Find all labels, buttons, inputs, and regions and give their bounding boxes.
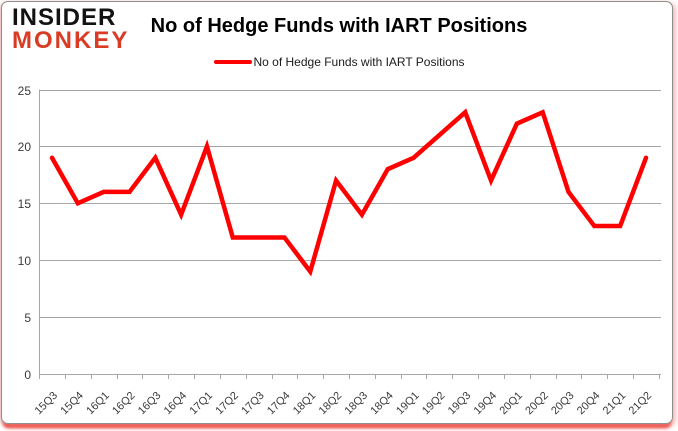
svg-text:18Q4: 18Q4 (368, 390, 396, 418)
logo-line-insider: INSIDER (12, 4, 117, 31)
svg-text:16Q2: 16Q2 (110, 390, 138, 418)
svg-text:15: 15 (18, 197, 32, 211)
insider-monkey-logo: INSIDER MONKEY (12, 4, 130, 54)
gridlines (39, 90, 661, 375)
svg-text:17Q4: 17Q4 (265, 390, 293, 418)
svg-text:17Q1: 17Q1 (188, 390, 216, 418)
svg-text:15Q3: 15Q3 (33, 390, 61, 418)
legend-line-marker (213, 60, 252, 64)
svg-text:16Q1: 16Q1 (84, 390, 112, 418)
x-axis-labels: 15Q315Q416Q116Q216Q316Q417Q117Q217Q317Q4… (33, 390, 655, 418)
card-frame (1, 1, 673, 424)
line-chart: 051015202515Q315Q416Q116Q216Q316Q417Q117… (18, 84, 661, 418)
svg-text:5: 5 (24, 311, 31, 325)
x-axis-ticks (39, 374, 660, 379)
svg-text:18Q1: 18Q1 (291, 390, 319, 418)
svg-text:18Q2: 18Q2 (317, 390, 345, 418)
svg-text:16Q3: 16Q3 (136, 390, 164, 418)
svg-text:18Q3: 18Q3 (343, 390, 371, 418)
svg-text:19Q1: 19Q1 (394, 390, 422, 418)
svg-text:15Q4: 15Q4 (58, 390, 86, 418)
svg-text:20: 20 (18, 140, 32, 154)
svg-text:21Q1: 21Q1 (601, 390, 629, 418)
series-line (49, 108, 649, 277)
svg-text:16Q4: 16Q4 (162, 390, 190, 418)
svg-text:21Q2: 21Q2 (627, 390, 655, 418)
svg-text:19Q3: 19Q3 (446, 390, 474, 418)
svg-text:20Q4: 20Q4 (575, 390, 603, 418)
svg-text:10: 10 (18, 254, 32, 268)
y-axis-labels: 0 5 10 15 20 25 (18, 84, 32, 382)
legend-label: No of Hedge Funds with IART Positions (253, 55, 465, 69)
svg-text:20Q1: 20Q1 (497, 390, 525, 418)
svg-text:20Q2: 20Q2 (523, 390, 551, 418)
svg-text:0: 0 (24, 368, 31, 382)
chart-title: No of Hedge Funds with IART Positions (150, 15, 528, 37)
svg-text:19Q4: 19Q4 (472, 390, 500, 418)
svg-text:17Q3: 17Q3 (239, 390, 267, 418)
svg-text:20Q3: 20Q3 (549, 390, 577, 418)
logo-line-monkey: MONKEY (12, 27, 130, 54)
svg-text:17Q2: 17Q2 (213, 390, 241, 418)
svg-text:19Q2: 19Q2 (420, 390, 448, 418)
legend: No of Hedge Funds with IART Positions (0, 55, 678, 69)
svg-text:25: 25 (18, 84, 32, 98)
